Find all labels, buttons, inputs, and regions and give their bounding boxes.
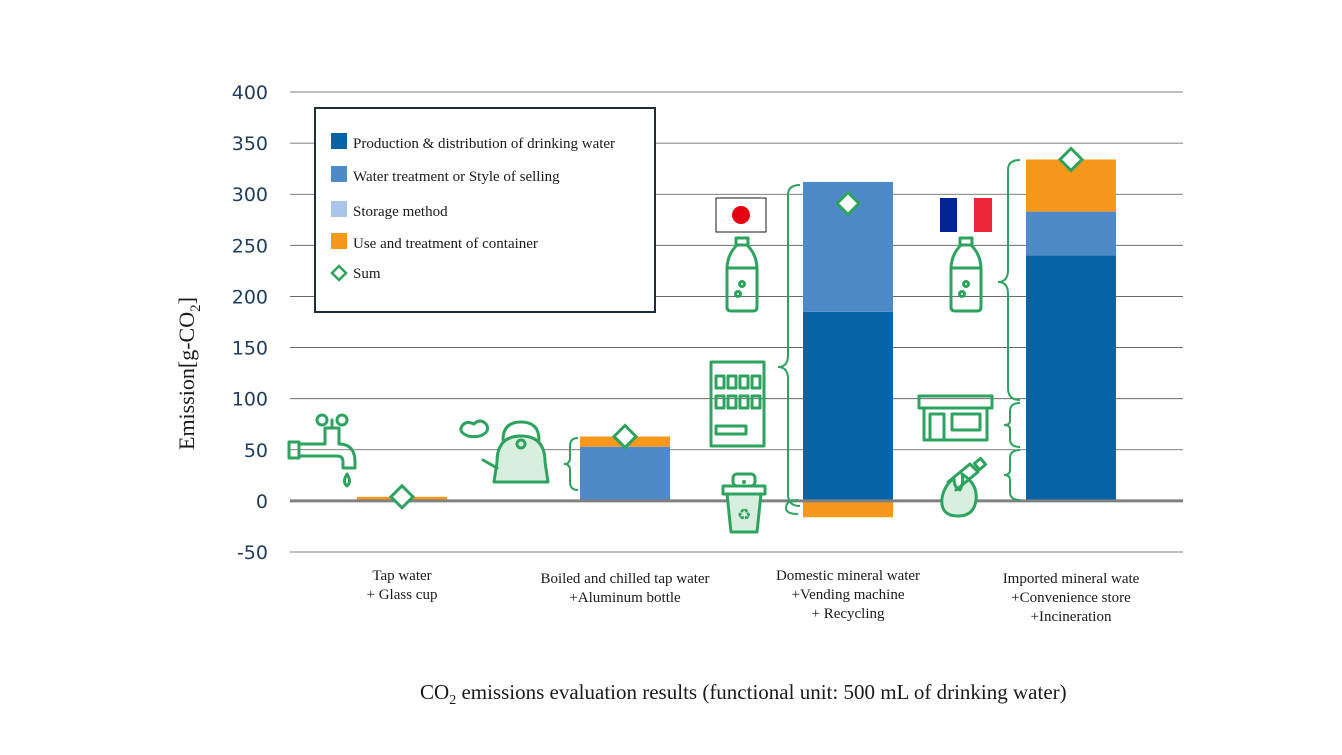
sum-markers bbox=[388, 146, 1085, 510]
svg-text:♻: ♻ bbox=[737, 505, 751, 524]
sum-marker bbox=[611, 423, 639, 450]
y-tick-label: 50 bbox=[244, 440, 268, 462]
y-tick-label: 200 bbox=[232, 286, 268, 308]
kettle-icon bbox=[459, 419, 550, 484]
incineration-icon bbox=[940, 456, 988, 518]
bar-segment bbox=[580, 446, 670, 501]
legend-label: Sum bbox=[353, 266, 381, 282]
sum-marker bbox=[1057, 146, 1085, 173]
chart-caption: CO2 emissions evaluation results (functi… bbox=[420, 680, 1067, 708]
x-category-label: Domestic mineral water +Vending machine + … bbox=[776, 568, 920, 622]
y-tick-label: 350 bbox=[232, 133, 268, 155]
y-tick-label: 300 bbox=[232, 184, 268, 206]
pet-bottle-icon bbox=[725, 236, 759, 313]
legend-swatch bbox=[330, 264, 348, 282]
brace-boiled bbox=[563, 437, 579, 491]
x-category-label: Tap water + Glass cup bbox=[367, 568, 438, 603]
brace-imported-top bbox=[997, 159, 1021, 401]
france-flag-icon bbox=[940, 198, 992, 232]
x-axis-category-labels: Tap water + Glass cup Boiled and chilled t… bbox=[367, 568, 1140, 625]
y-axis-label: Emission[g-CO2] bbox=[174, 297, 204, 450]
pet-bottle-icon bbox=[949, 236, 983, 313]
recycle-bin-icon: ♻ bbox=[721, 472, 767, 534]
brace-imported-bottom bbox=[1003, 449, 1021, 501]
legend-swatch bbox=[331, 133, 347, 149]
sum-marker bbox=[834, 190, 862, 217]
y-tick-label: -50 bbox=[237, 542, 268, 564]
legend-label: Storage method bbox=[353, 204, 448, 220]
x-category-label: Imported mineral wate +Convenience store +… bbox=[1003, 571, 1140, 625]
y-tick-label: 400 bbox=[232, 82, 268, 104]
legend: Production & distribution of drinking wa… bbox=[314, 107, 656, 313]
legend-swatch bbox=[331, 166, 347, 182]
y-axis-ticks: 400 350 300 250 200 150 100 50 0 -50 bbox=[232, 82, 268, 564]
legend-swatch bbox=[331, 233, 347, 249]
y-tick-label: 250 bbox=[232, 235, 268, 257]
brace-domestic bbox=[777, 184, 801, 507]
legend-swatch bbox=[331, 201, 347, 217]
legend-box bbox=[314, 107, 656, 313]
bar-segment bbox=[1026, 211, 1116, 256]
y-tick-label: 0 bbox=[256, 491, 268, 513]
convenience-store-icon bbox=[917, 394, 994, 442]
faucet-icon bbox=[287, 413, 357, 488]
vending-machine-icon bbox=[709, 360, 766, 448]
y-tick-label: 150 bbox=[232, 338, 268, 360]
y-tick-label: 100 bbox=[232, 389, 268, 411]
x-category-label: Boiled and chilled tap water +Aluminum bo… bbox=[540, 571, 709, 606]
bar-segment bbox=[803, 500, 893, 518]
japan-flag-icon bbox=[715, 197, 767, 233]
legend-label: Water treatment or Style of selling bbox=[353, 169, 560, 185]
sum-marker bbox=[388, 483, 416, 510]
brace-imported-mid bbox=[1003, 402, 1021, 448]
legend-label: Production & distribution of drinking wa… bbox=[353, 136, 615, 152]
brace-domestic-bottom bbox=[784, 499, 799, 515]
legend-label: Use and treatment of container bbox=[353, 236, 538, 252]
bar-segment bbox=[803, 311, 893, 501]
bar-segment bbox=[1026, 255, 1116, 501]
